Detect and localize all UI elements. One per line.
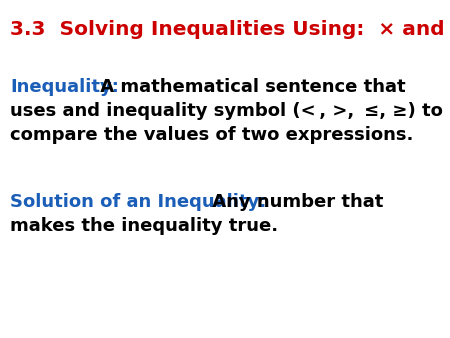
Text: Any number that: Any number that [206,193,383,211]
Text: Solution of an Inequality:: Solution of an Inequality: [10,193,266,211]
Text: A mathematical sentence that: A mathematical sentence that [94,78,405,96]
Text: Inequality:: Inequality: [10,78,119,96]
Text: 3.3  Solving Inequalities Using:  × and ÷: 3.3 Solving Inequalities Using: × and ÷ [10,20,450,39]
Text: uses and inequality symbol (< , >,  ≤, ≥) to: uses and inequality symbol (< , >, ≤, ≥)… [10,102,443,120]
Text: makes the inequality true.: makes the inequality true. [10,217,278,235]
Text: compare the values of two expressions.: compare the values of two expressions. [10,126,414,144]
